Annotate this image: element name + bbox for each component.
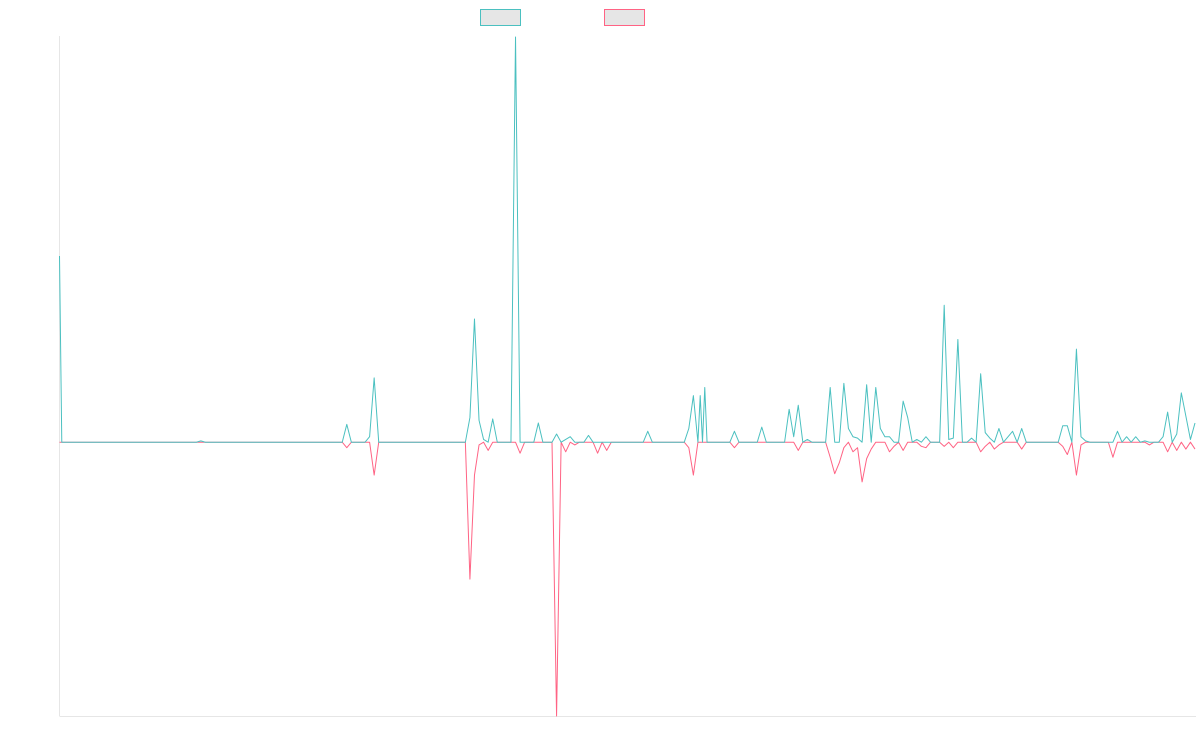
legend-swatch-series-2[interactable] — [604, 9, 645, 26]
series-line-1 — [59, 36, 1196, 443]
series-layer — [59, 36, 1196, 717]
series-line-2 — [59, 441, 1196, 717]
legend[interactable] — [480, 9, 645, 26]
legend-swatch-series-1[interactable] — [480, 9, 521, 26]
